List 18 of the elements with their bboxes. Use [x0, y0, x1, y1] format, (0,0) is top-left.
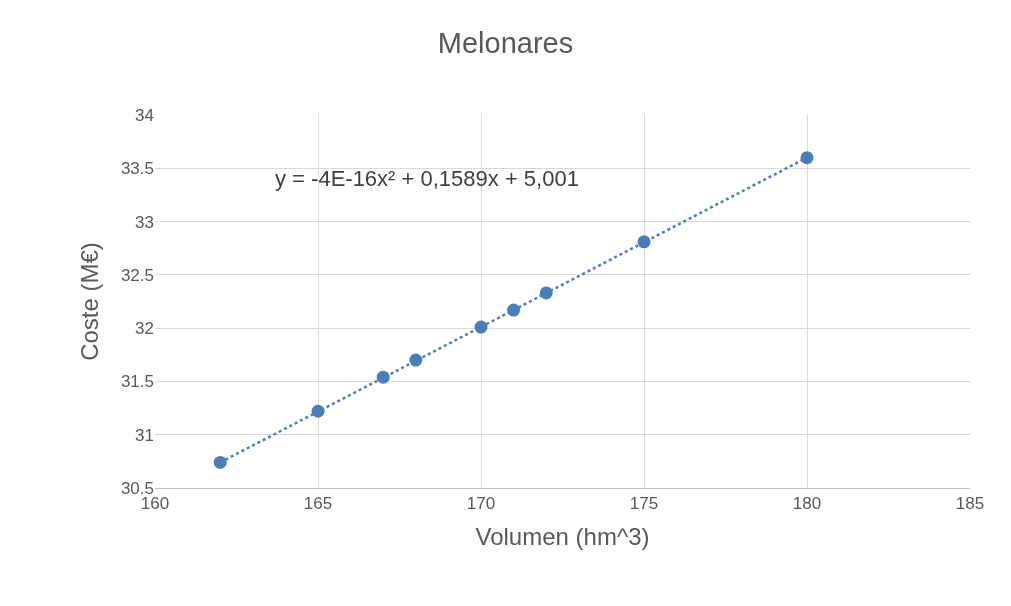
y-tick-label: 31 — [135, 425, 154, 445]
y-tick-label: 33.5 — [120, 159, 154, 179]
chart-title: Melonares — [437, 26, 574, 59]
point — [213, 455, 227, 469]
x-tick-label: 185 — [955, 494, 985, 514]
x-tick-label: 175 — [629, 494, 659, 514]
y-tick-label: 32.5 — [120, 265, 154, 285]
x-tick-label: 170 — [466, 494, 496, 514]
y-tick-label: 31.5 — [120, 372, 154, 392]
y-tick-label: 32 — [135, 319, 154, 339]
x-axis-title: Volumen (hm^3) — [475, 522, 650, 550]
y-axis-title: Coste (M€) — [76, 242, 104, 361]
x-tick-label: 180 — [792, 494, 822, 514]
point — [800, 151, 814, 165]
y-tick-label: 34 — [135, 105, 154, 125]
annotation: y = -4E-16x² + 0,1589x + 5,001 — [275, 166, 579, 191]
x-tick-label: 165 — [303, 494, 333, 514]
y-tick-label: 33 — [135, 212, 154, 232]
